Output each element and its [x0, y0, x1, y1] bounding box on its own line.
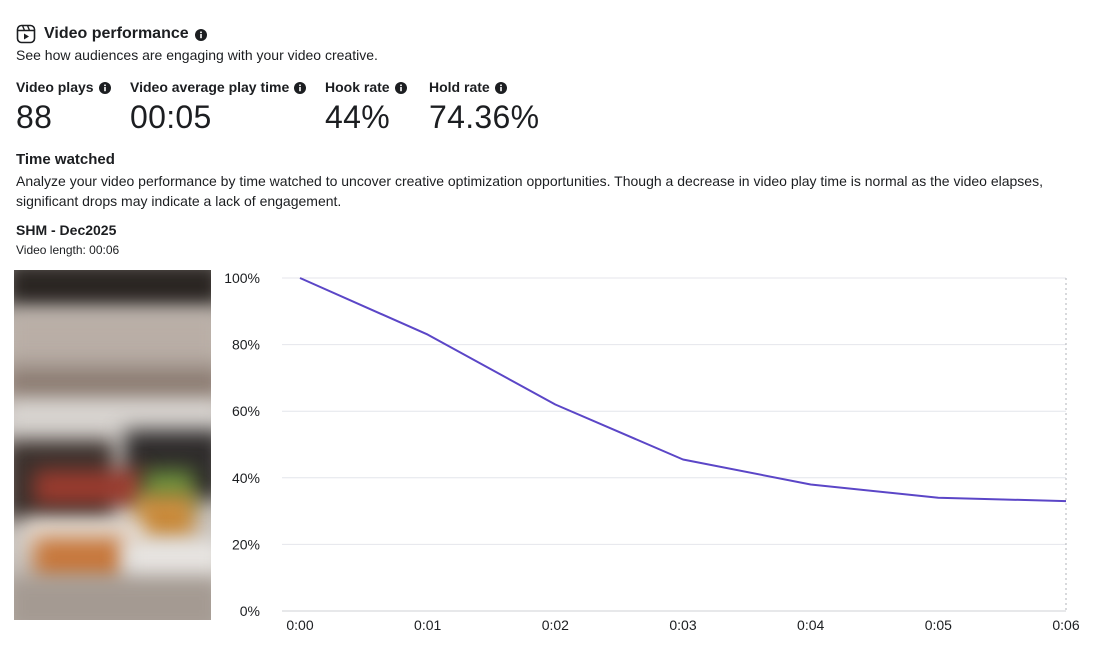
x-tick-label: 0:01 [414, 617, 441, 633]
metric-average-play-time: Video average play time 00:05 [130, 79, 307, 136]
metric-label: Video plays [16, 79, 94, 95]
video-name: SHM - Dec2025 [16, 222, 117, 238]
metric-value: 88 [16, 99, 53, 135]
metric-hook-rate: Hook rate 44% [325, 79, 407, 136]
info-icon[interactable] [394, 81, 407, 94]
page-title: Video performance [44, 25, 189, 42]
section-subtitle: See how audiences are engaging with your… [16, 47, 378, 63]
video-thumbnail[interactable] [14, 270, 211, 620]
x-tick-label: 0:06 [1052, 617, 1079, 633]
metric-value: 74.36% [429, 99, 540, 135]
video-reel-icon [16, 24, 36, 44]
x-tick-label: 0:02 [542, 617, 569, 633]
info-icon[interactable] [294, 81, 307, 94]
series-line [299, 277, 1067, 503]
x-tick-label: 0:05 [925, 617, 952, 633]
metric-hold-rate: Hold rate 74.36% [429, 79, 539, 136]
section-title: Video performance [44, 25, 207, 43]
y-tick-label: 100% [224, 270, 260, 286]
y-tick-label: 0% [240, 603, 260, 619]
metric-value: 44% [325, 99, 390, 135]
y-tick-label: 80% [232, 337, 260, 353]
y-tick-label: 20% [232, 536, 260, 552]
video-length: Video length: 00:06 [16, 243, 120, 257]
x-tick-label: 0:04 [797, 617, 824, 633]
y-tick-label: 60% [232, 403, 260, 419]
metric-label: Hold rate [429, 79, 490, 95]
time-watched-title: Time watched [16, 151, 115, 168]
x-tick-label: 0:03 [669, 617, 696, 633]
metric-label: Video average play time [130, 79, 290, 95]
y-tick-label: 40% [232, 470, 260, 486]
time-watched-description: Analyze your video performance by time w… [16, 173, 1043, 209]
info-icon[interactable] [194, 28, 207, 41]
metric-value: 00:05 [130, 99, 212, 135]
info-icon[interactable] [98, 81, 111, 94]
metric-video-plays: Video plays 88 [16, 79, 111, 136]
x-tick-label: 0:00 [286, 617, 313, 633]
metric-label: Hook rate [325, 79, 390, 95]
time-watched-chart: 0% 20% 40% 60% 80% 100% 0:00 0:01 0:02 0:03 0:04 0:… [224, 270, 1080, 633]
info-icon[interactable] [494, 81, 507, 94]
